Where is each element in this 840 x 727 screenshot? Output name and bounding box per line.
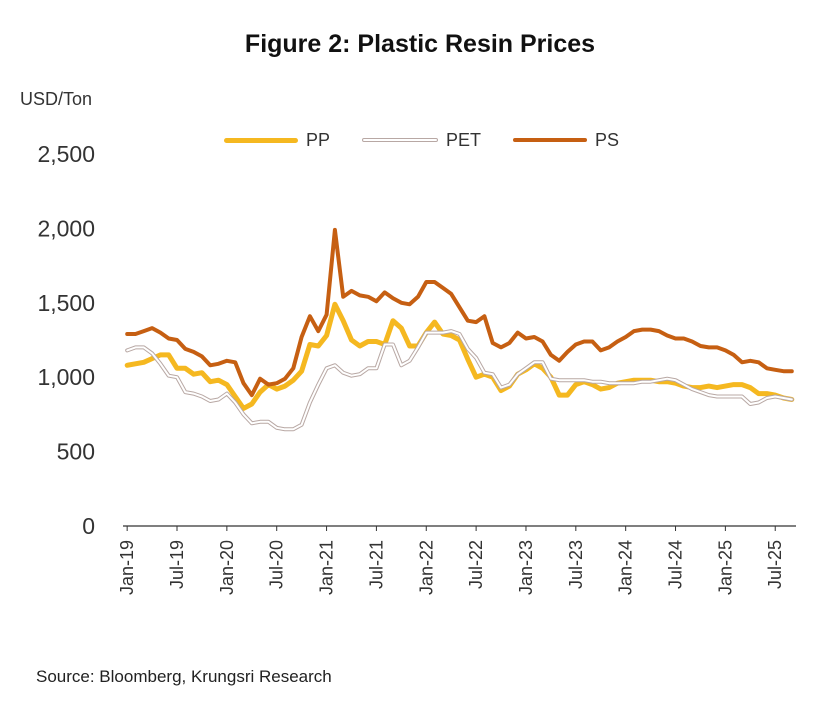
legend-swatch-pet bbox=[362, 138, 439, 142]
legend: PP PET PS bbox=[224, 127, 651, 153]
x-tick-label: Jan-21 bbox=[317, 540, 337, 595]
x-tick-label: Jul-24 bbox=[666, 540, 686, 589]
legend-item-pp: PP bbox=[224, 130, 330, 151]
series-line-pet-inner bbox=[126, 330, 793, 431]
x-tick-label: Jul-25 bbox=[765, 540, 785, 589]
y-tick-label: 1,000 bbox=[37, 364, 95, 390]
x-tick-label: Jul-22 bbox=[466, 540, 486, 589]
x-tick-label: Jan-20 bbox=[217, 540, 237, 595]
y-axis: 0 500 1,000 1,500 2,000 2,500 bbox=[37, 141, 95, 539]
x-tick-label: Jan-22 bbox=[416, 540, 436, 595]
legend-label-pp: PP bbox=[306, 129, 331, 150]
legend-item-pet: PET bbox=[362, 130, 481, 151]
series-layer bbox=[124, 227, 795, 432]
y-tick-label: 1,500 bbox=[37, 290, 95, 316]
x-tick-label: Jan-19 bbox=[117, 540, 137, 595]
source-note: Source: Bloomberg, Krungsri Research bbox=[36, 667, 332, 686]
legend-label-ps: PS bbox=[595, 129, 620, 150]
y-axis-unit-label: USD/Ton bbox=[20, 89, 93, 109]
x-tick-label: Jan-25 bbox=[715, 540, 735, 595]
x-tick-label: Jan-23 bbox=[516, 540, 536, 595]
y-tick-label: 500 bbox=[57, 439, 95, 465]
legend-label-pet: PET bbox=[446, 129, 482, 150]
x-axis: Jan-19 Jul-19 Jan-20 Jul-20 Jan-21 Jul-21 Jan-… bbox=[117, 526, 785, 595]
x-tick-label: Jul-20 bbox=[267, 540, 287, 589]
x-tick-label: Jul-23 bbox=[566, 540, 586, 589]
legend-swatch-pp bbox=[224, 137, 298, 143]
y-tick-label: 0 bbox=[82, 513, 95, 539]
x-tick-label: Jul-21 bbox=[366, 540, 386, 589]
legend-item-ps: PS bbox=[513, 130, 619, 151]
y-tick-label: 2,000 bbox=[37, 215, 95, 241]
y-tick-label: 2,500 bbox=[37, 141, 95, 167]
x-tick-label: Jan-24 bbox=[616, 540, 636, 595]
legend-swatch-ps bbox=[513, 138, 588, 142]
chart-title: Figure 2: Plastic Resin Prices bbox=[244, 30, 596, 58]
series-line-ps bbox=[125, 227, 794, 398]
x-tick-label: Jul-19 bbox=[167, 540, 187, 589]
